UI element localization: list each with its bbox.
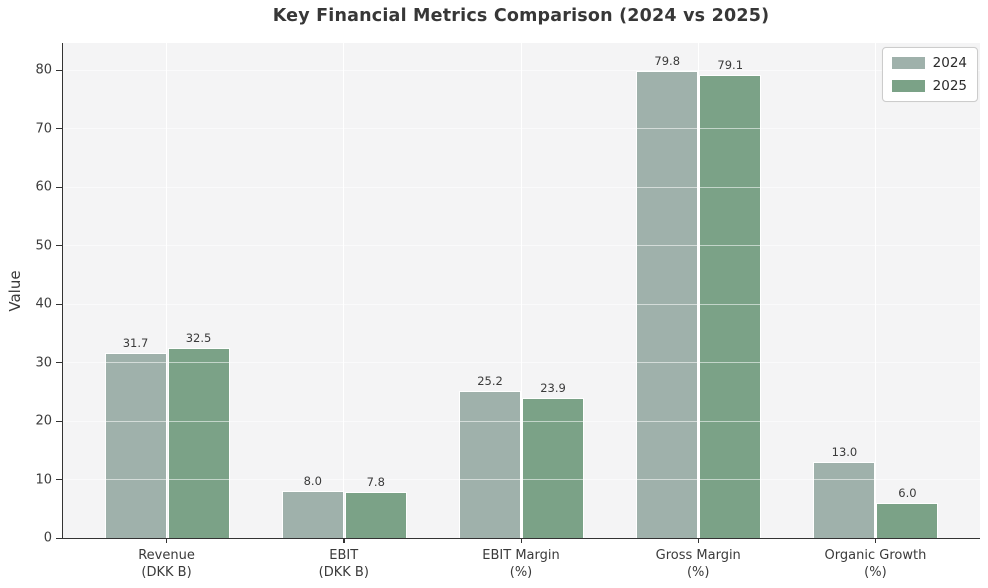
x-tick-mark	[343, 539, 345, 543]
y-tick-label: 0	[43, 530, 52, 546]
y-axis-spine	[62, 43, 64, 539]
bar-2024-organic-growth	[813, 461, 876, 538]
x-category-label-line2: (DKK B)	[141, 565, 192, 580]
x-category-label-line1: Organic Growth	[824, 548, 927, 563]
y-tick-mark	[56, 303, 62, 305]
vertical-gridline	[874, 43, 877, 538]
bar-2025-ebit	[344, 492, 407, 538]
y-tick-label: 20	[35, 413, 52, 429]
legend-label: 2025	[932, 78, 967, 94]
legend-label: 2024	[932, 55, 967, 71]
bar-2024-ebit	[281, 491, 344, 538]
bar-2025-revenue	[167, 347, 230, 538]
y-tick-label: 60	[35, 179, 52, 195]
y-tick-mark	[56, 69, 62, 71]
bar-value-label: 23.9	[540, 381, 566, 396]
bar-value-label: 25.2	[477, 373, 503, 388]
y-tick-label: 70	[35, 121, 52, 136]
x-category-label-line2: (%)	[686, 565, 710, 580]
bar-value-label: 13.0	[831, 444, 858, 459]
horizontal-gridline	[62, 479, 980, 481]
legend-item-2025: 2025	[891, 78, 967, 94]
y-tick-mark	[56, 245, 62, 247]
bar-2025-ebit-margin	[522, 398, 584, 538]
bar-2024-ebit-margin	[459, 390, 521, 538]
x-tick-mark	[697, 539, 700, 543]
x-category-label-line1: Gross Margin	[655, 548, 741, 563]
x-category-label-revenue: Revenue (DKK B)	[138, 547, 195, 581]
bar-2025-organic-growth	[876, 502, 939, 538]
y-tick-label: 10	[35, 472, 52, 487]
x-category-label-line1: Revenue	[138, 548, 195, 563]
bar-value-label: 7.8	[366, 475, 385, 490]
bar-2024-revenue	[104, 352, 167, 538]
x-category-label-organic-growth: Organic Growth (%)	[825, 547, 927, 581]
legend-swatch-2025	[891, 80, 925, 92]
horizontal-gridline	[62, 245, 980, 247]
x-category-label-ebit: EBIT (DKK B)	[319, 547, 369, 581]
horizontal-gridline	[62, 186, 980, 188]
y-tick-mark	[56, 186, 62, 188]
x-category-label-line1: EBIT Margin	[482, 548, 560, 563]
horizontal-gridline	[62, 303, 980, 305]
x-axis-spine	[62, 538, 980, 540]
horizontal-gridline	[62, 128, 980, 130]
chart-title: Key Financial Metrics Comparison (2024 v…	[272, 6, 770, 26]
bar-value-label: 79.8	[654, 54, 681, 69]
vertical-gridline	[166, 43, 168, 538]
legend-item-2024: 2024	[891, 55, 967, 71]
vertical-gridline	[520, 43, 522, 538]
horizontal-gridline	[62, 420, 980, 422]
horizontal-gridline	[62, 69, 980, 71]
x-category-label-line2: (DKK B)	[318, 565, 369, 580]
bar-value-label: 79.1	[717, 58, 744, 73]
y-tick-label: 40	[35, 296, 52, 312]
horizontal-gridline	[62, 362, 980, 364]
bar-value-label: 8.0	[303, 474, 322, 489]
bar-value-label: 31.7	[122, 335, 149, 350]
y-tick-label: 30	[35, 355, 52, 370]
vertical-gridline	[343, 43, 345, 538]
bar-value-label: 6.0	[898, 485, 917, 500]
y-tick-mark	[56, 128, 62, 130]
legend-swatch-2024	[891, 57, 925, 69]
x-tick-mark	[520, 539, 522, 543]
x-category-label-line2: (%)	[864, 565, 887, 580]
legend: 2024 2025	[881, 47, 978, 102]
x-category-label-line2: (%)	[509, 565, 533, 580]
y-tick-mark	[56, 479, 62, 481]
y-tick-label: 50	[35, 238, 52, 253]
x-category-label-gross-margin: Gross Margin (%)	[656, 547, 741, 581]
y-tick-mark	[56, 537, 62, 539]
bar-value-label: 32.5	[185, 330, 212, 345]
bar-2025-gross-margin	[699, 75, 762, 538]
x-category-label-ebit-margin: EBIT Margin (%)	[482, 547, 559, 581]
x-tick-mark	[166, 539, 168, 543]
y-tick-mark	[56, 362, 62, 364]
y-tick-label: 80	[35, 62, 52, 78]
x-category-label-line1: EBIT	[329, 548, 359, 563]
y-tick-mark	[56, 420, 62, 422]
vertical-gridline	[697, 43, 699, 538]
x-tick-mark	[874, 539, 877, 543]
